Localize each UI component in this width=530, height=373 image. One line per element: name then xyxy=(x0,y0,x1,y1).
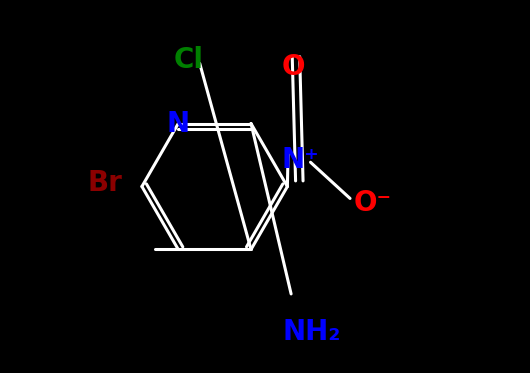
Text: N: N xyxy=(167,110,190,138)
Text: N⁺: N⁺ xyxy=(281,146,319,175)
Text: NH₂: NH₂ xyxy=(282,318,341,346)
Text: Cl: Cl xyxy=(173,46,204,74)
Text: O⁻: O⁻ xyxy=(354,189,392,217)
Text: Br: Br xyxy=(88,169,123,197)
Text: O: O xyxy=(281,53,305,81)
